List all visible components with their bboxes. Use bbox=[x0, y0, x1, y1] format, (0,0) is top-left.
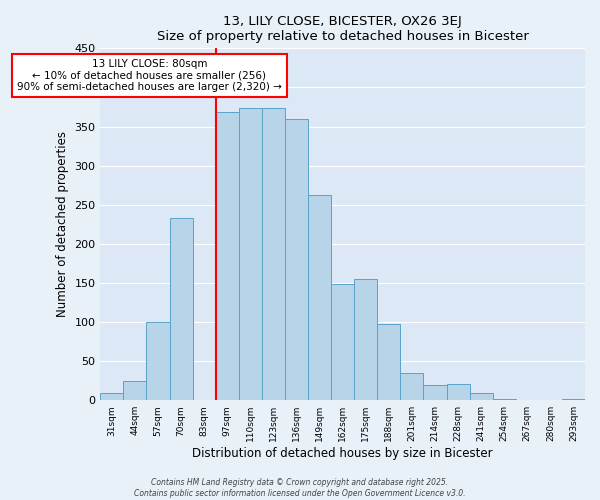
Bar bbox=[239, 108, 262, 400]
Bar bbox=[562, 398, 585, 400]
Bar bbox=[377, 324, 400, 400]
Bar bbox=[285, 118, 308, 400]
Bar bbox=[493, 398, 516, 400]
Text: Contains HM Land Registry data © Crown copyright and database right 2025.
Contai: Contains HM Land Registry data © Crown c… bbox=[134, 478, 466, 498]
Bar bbox=[424, 384, 446, 400]
Bar bbox=[400, 373, 424, 400]
Bar bbox=[215, 112, 239, 400]
X-axis label: Distribution of detached houses by size in Bicester: Distribution of detached houses by size … bbox=[193, 447, 493, 460]
Y-axis label: Number of detached properties: Number of detached properties bbox=[56, 132, 69, 318]
Text: 13 LILY CLOSE: 80sqm
← 10% of detached houses are smaller (256)
90% of semi-deta: 13 LILY CLOSE: 80sqm ← 10% of detached h… bbox=[17, 59, 282, 92]
Bar bbox=[124, 380, 146, 400]
Bar bbox=[146, 322, 170, 400]
Bar bbox=[170, 218, 193, 400]
Bar bbox=[446, 384, 470, 400]
Bar bbox=[262, 108, 285, 400]
Bar bbox=[331, 284, 354, 400]
Bar bbox=[470, 393, 493, 400]
Bar bbox=[354, 279, 377, 400]
Title: 13, LILY CLOSE, BICESTER, OX26 3EJ
Size of property relative to detached houses : 13, LILY CLOSE, BICESTER, OX26 3EJ Size … bbox=[157, 15, 529, 43]
Bar bbox=[100, 393, 124, 400]
Bar bbox=[308, 196, 331, 400]
